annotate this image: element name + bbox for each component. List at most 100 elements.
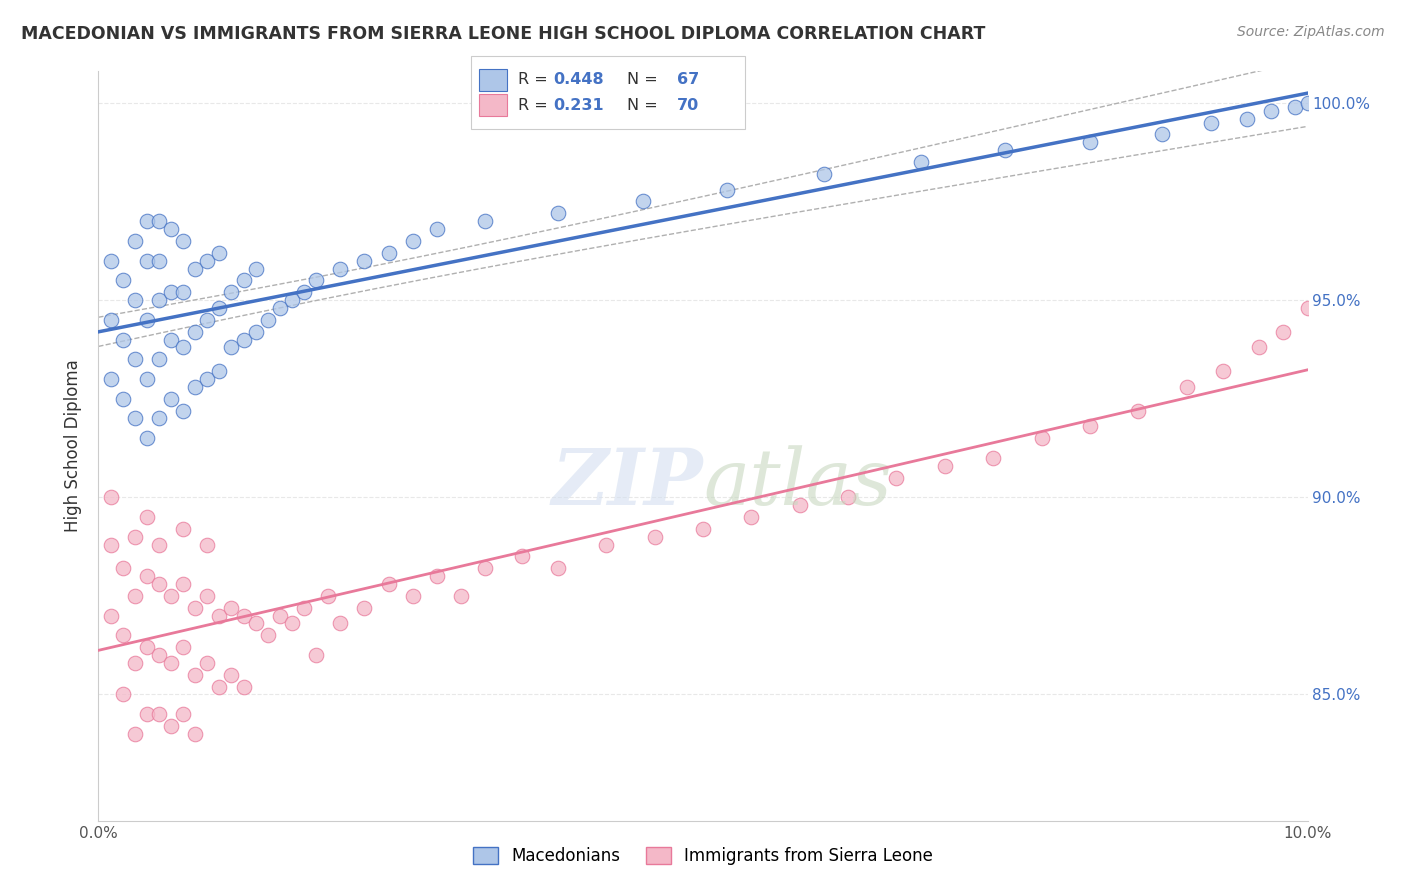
Text: N =: N =: [627, 98, 664, 112]
Point: [595, 538, 617, 552]
Point: [269, 301, 291, 315]
Point: [160, 656, 183, 670]
Point: [256, 313, 278, 327]
Point: [1175, 380, 1198, 394]
Point: [329, 616, 352, 631]
Point: [281, 293, 304, 307]
Point: [195, 313, 218, 327]
Point: [1284, 100, 1306, 114]
Point: [377, 245, 399, 260]
Point: [100, 372, 122, 386]
Text: ZIP: ZIP: [551, 445, 703, 522]
Point: [124, 530, 146, 544]
Point: [100, 490, 122, 504]
Point: [172, 403, 194, 417]
Legend: Macedonians, Immigrants from Sierra Leone: Macedonians, Immigrants from Sierra Leon…: [474, 847, 932, 864]
Point: [1128, 403, 1150, 417]
Point: [245, 616, 267, 631]
Point: [1199, 115, 1222, 129]
Point: [135, 313, 157, 327]
Text: 0.448: 0.448: [554, 72, 605, 87]
Point: [100, 538, 122, 552]
Point: [232, 273, 254, 287]
Text: MACEDONIAN VS IMMIGRANTS FROM SIERRA LEONE HIGH SCHOOL DIPLOMA CORRELATION CHART: MACEDONIAN VS IMMIGRANTS FROM SIERRA LEO…: [21, 25, 986, 43]
Point: [256, 628, 278, 642]
Point: [221, 285, 243, 300]
Point: [329, 261, 352, 276]
Point: [644, 530, 666, 544]
Point: [692, 522, 714, 536]
Point: [160, 589, 183, 603]
Point: [172, 522, 194, 536]
Point: [172, 640, 194, 654]
Point: [281, 616, 304, 631]
Point: [172, 285, 194, 300]
Point: [184, 667, 207, 681]
Point: [813, 167, 835, 181]
Point: [135, 640, 157, 654]
Point: [232, 608, 254, 623]
FancyBboxPatch shape: [471, 56, 745, 129]
Point: [426, 569, 449, 583]
Point: [124, 727, 146, 741]
Text: R =: R =: [517, 98, 553, 112]
Point: [1249, 340, 1271, 354]
Point: [426, 222, 449, 236]
Text: 70: 70: [676, 98, 699, 112]
Point: [1031, 431, 1053, 445]
Point: [208, 608, 231, 623]
Point: [172, 234, 194, 248]
Point: [111, 273, 134, 287]
Point: [135, 253, 157, 268]
Point: [1272, 325, 1295, 339]
Point: [1296, 301, 1319, 315]
Point: [269, 608, 291, 623]
Text: R =: R =: [517, 72, 553, 87]
Point: [292, 600, 315, 615]
Point: [474, 214, 496, 228]
FancyBboxPatch shape: [479, 95, 506, 116]
Point: [245, 325, 267, 339]
Point: [172, 340, 194, 354]
Point: [510, 549, 533, 564]
Point: [124, 234, 146, 248]
Point: [221, 600, 243, 615]
Point: [184, 727, 207, 741]
Text: N =: N =: [627, 72, 664, 87]
Point: [184, 261, 207, 276]
Point: [124, 293, 146, 307]
Point: [135, 372, 157, 386]
Y-axis label: High School Diploma: High School Diploma: [65, 359, 83, 533]
Text: atlas: atlas: [703, 445, 891, 522]
Point: [172, 707, 194, 722]
Point: [195, 538, 218, 552]
Point: [910, 155, 932, 169]
Point: [148, 253, 170, 268]
Point: [160, 392, 183, 406]
Point: [208, 364, 231, 378]
Point: [195, 589, 218, 603]
Point: [172, 577, 194, 591]
Point: [1260, 103, 1282, 118]
Point: [135, 510, 157, 524]
Point: [353, 600, 375, 615]
Text: 67: 67: [676, 72, 699, 87]
Point: [994, 143, 1017, 157]
Point: [124, 589, 146, 603]
Point: [1296, 95, 1319, 110]
Point: [402, 589, 425, 603]
Point: [184, 325, 207, 339]
Point: [402, 234, 425, 248]
Point: [232, 680, 254, 694]
Point: [837, 490, 859, 504]
Point: [195, 253, 218, 268]
Point: [377, 577, 399, 591]
Point: [100, 313, 122, 327]
Point: [316, 589, 339, 603]
Point: [184, 380, 207, 394]
Point: [353, 253, 375, 268]
Point: [124, 656, 146, 670]
Point: [111, 688, 134, 702]
Point: [148, 538, 170, 552]
Point: [305, 648, 328, 662]
